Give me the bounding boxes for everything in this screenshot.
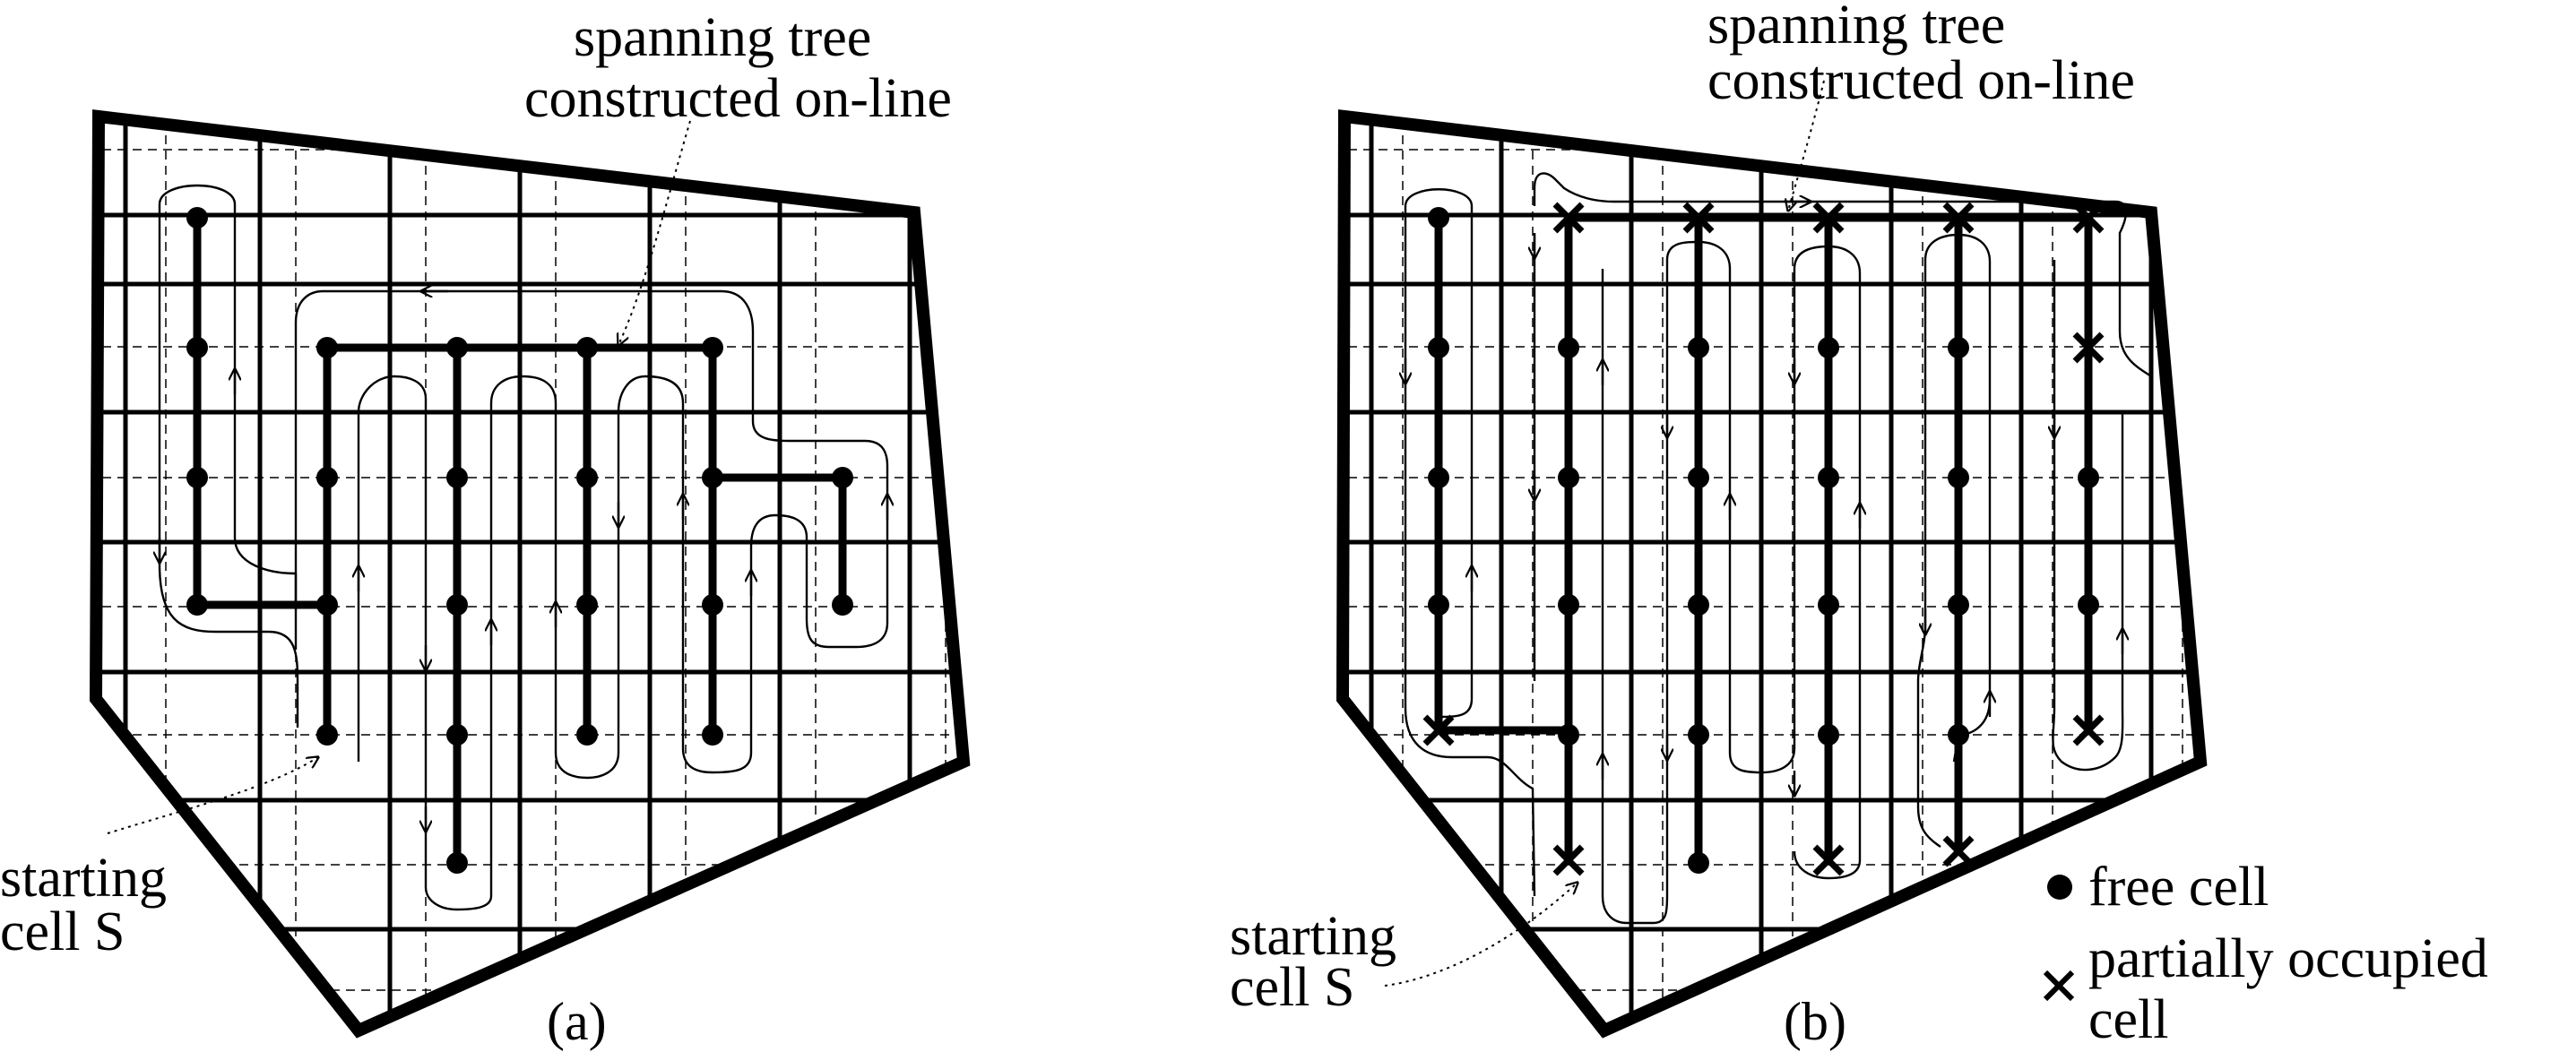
free-cell-dot [316,467,338,488]
tree-label-b-line1: spanning tree [1707,0,2005,56]
free-cell-dot [702,594,723,616]
caption-b: (b) [1784,992,1846,1051]
partial-cell-x [1812,844,1845,876]
legend-free-cell-dot [2047,875,2072,900]
free-cell-dot [1948,337,1969,358]
partial-cell-x [1812,202,1845,234]
free-cell-dot [446,594,468,616]
free-cell-dot [1688,852,1709,874]
start-label-a-line2: cell S [0,901,125,962]
free-cell-dot [1428,207,1449,229]
free-cell-dot [1948,724,1969,746]
partial-cell-x [1942,202,1975,234]
legend-free-cell-label: free cell [2088,857,2269,918]
free-cell-nodes-b [1428,207,2099,874]
leader-lines-a [107,120,691,834]
partial-cell-x [2072,202,2105,234]
free-cell-dot [1818,337,1839,358]
free-cell-dot [186,467,208,488]
partial-cell-x [1682,202,1715,234]
free-cell-dot [1558,337,1579,358]
free-cell-dot [2078,467,2099,488]
legend-partial-cell-x [2043,970,2075,1002]
free-cell-dot [832,594,853,616]
free-cell-dot [316,594,338,616]
free-cell-dot [2078,594,2099,616]
panel-a: spanning tree constructed on-line starti… [0,7,971,1051]
fine-grid-a [96,116,964,1030]
free-cell-dot [1688,724,1709,746]
free-cell-dot [1558,594,1579,616]
free-cell-dot [186,337,208,358]
free-cell-dot [446,467,468,488]
panel-b: spanning tree constructed on-line starti… [1230,0,2208,1051]
free-cell-dot [1948,467,1969,488]
cell-grid-a [96,116,964,1030]
free-cell-dot [576,724,598,746]
partial-cell-x [1942,835,1975,867]
free-cell-dot [1428,594,1449,616]
tree-label-a-line1: spanning tree [574,7,871,68]
free-cell-dot [186,594,208,616]
free-cell-dot [1818,724,1839,746]
free-cell-dot [1558,467,1579,488]
partial-cell-x [2072,332,2105,364]
start-label-b-line2: cell S [1230,957,1354,1018]
free-cell-dot [702,337,723,358]
path-arrows-a [160,291,887,832]
free-cell-dot [576,467,598,488]
free-cell-dot [1818,467,1839,488]
free-cell-dot [1558,724,1579,746]
area-boundary-a [89,109,971,1039]
free-cell-dot [446,724,468,746]
free-cell-dot [446,337,468,358]
partial-cell-x [2072,714,2105,746]
free-cell-dot [1818,594,1839,616]
path-arrows-b [1405,202,2122,796]
free-cell-dot [576,594,598,616]
leader-lines-b [1384,80,1825,987]
free-cell-dot [1428,337,1449,358]
coverage-path-b [1404,172,2152,925]
free-cell-dot [702,724,723,746]
start-label-a-line1: starting [0,848,167,909]
free-cell-dot [576,337,598,358]
free-cell-nodes-a [186,207,853,874]
tree-label-b-line2: constructed on-line [1707,50,2135,111]
start-label-b-line1: starting [1230,906,1396,967]
grid-a [96,116,964,1030]
area-boundary-b [1336,109,2208,1039]
free-cell-dot [832,467,853,488]
free-cell-dot [316,724,338,746]
partial-cell-marks-b [1422,202,2105,876]
legend: free cell partially occupied cell [2043,857,2488,1050]
tree-label-a-line2: constructed on-line [524,68,952,129]
free-cell-dot [1948,594,1969,616]
free-cell-dot [702,467,723,488]
legend-partial-cell-label-line2: cell [2088,989,2169,1050]
free-cell-dot [446,852,468,874]
free-cell-dot [316,337,338,358]
partial-cell-x [1552,202,1585,234]
free-cell-dot [1688,467,1709,488]
caption-a: (a) [547,992,607,1051]
free-cell-dot [1688,337,1709,358]
partial-cell-x [1422,714,1455,746]
free-cell-dot [1688,594,1709,616]
free-cell-dot [186,207,208,229]
partial-cell-x [1552,844,1585,876]
legend-partial-cell-label-line1: partially occupied [2088,928,2488,989]
free-cell-dot [1428,467,1449,488]
coverage-path-a [158,184,889,911]
